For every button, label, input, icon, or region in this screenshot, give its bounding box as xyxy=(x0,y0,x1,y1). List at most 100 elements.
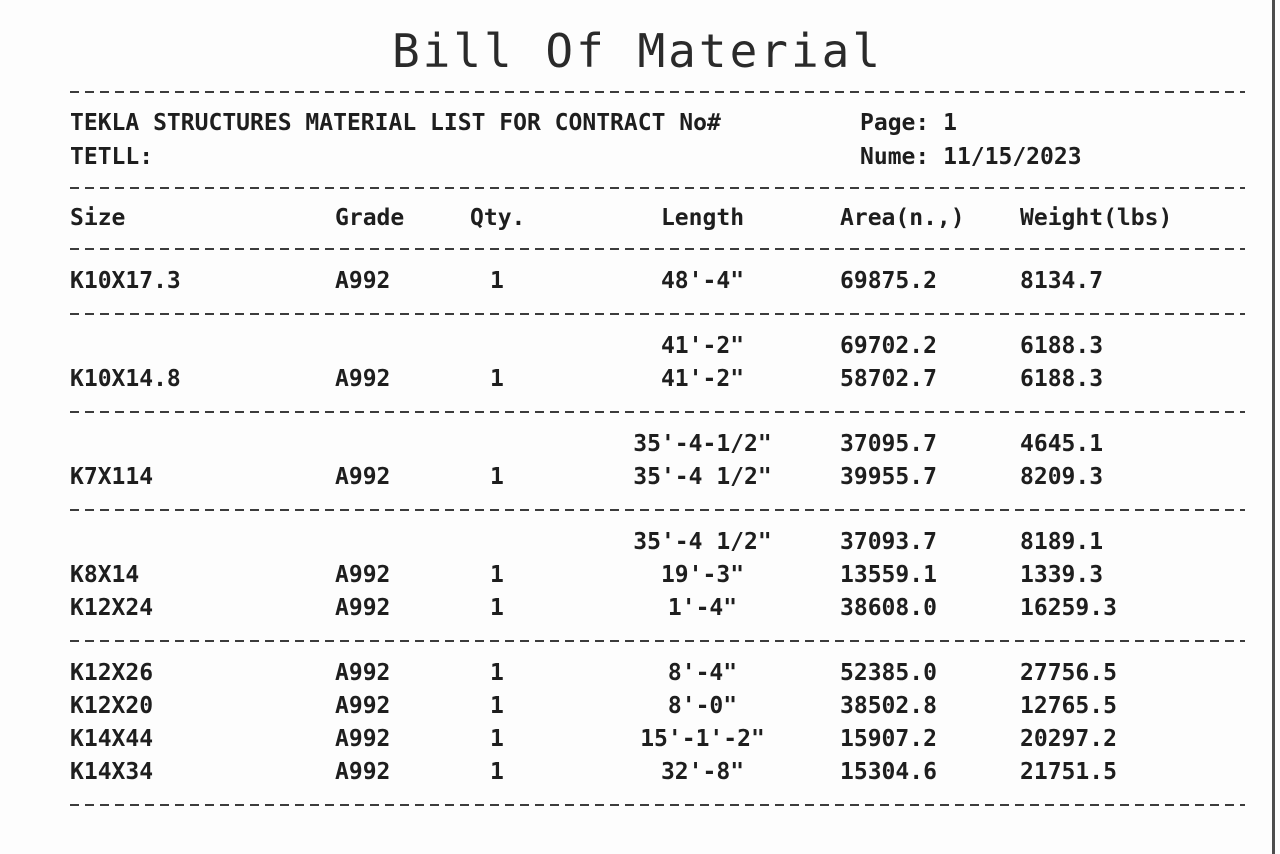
cell-area: 37095.7 xyxy=(840,431,937,457)
date-label: Nume: xyxy=(860,144,944,170)
cell-grade: A992 xyxy=(335,759,391,785)
table-section: 35'-4-1/2" 37095.7 4645.1 K7X114 A992 1 35'-4 … xyxy=(70,426,1245,496)
cell-size xyxy=(70,526,335,559)
cell-weight: 12765.5 xyxy=(1020,693,1117,719)
cell-area: 69702.2 xyxy=(840,333,937,359)
cell-size: K14X34 xyxy=(70,759,154,785)
section-divider xyxy=(70,509,1245,511)
section-divider xyxy=(70,640,1245,642)
table-row: K10X17.3 A992 1 48'-4" 69875.2 8134.7 xyxy=(70,265,1245,298)
cell-length: 35'-4 1/2" xyxy=(633,529,772,555)
cell-grade: A992 xyxy=(335,595,391,621)
cell-size: K8X14 xyxy=(70,562,140,588)
cell-qty: 1 xyxy=(490,268,504,294)
cell-area: 15907.2 xyxy=(840,726,937,752)
cell-size xyxy=(70,428,335,461)
cell-length: 48'-4" xyxy=(660,268,745,294)
table-row: K12X26 A992 1 8'-4" 52385.0 27756.5 xyxy=(70,657,1245,690)
cell-length: 41'-2" xyxy=(660,333,745,359)
section-divider xyxy=(70,91,1245,93)
table-header-row: Size Grade Qty. Length Area(n.,) Weight(… xyxy=(70,202,1245,235)
report-header: TEKLA STRUCTURES MATERIAL LIST FOR CONTR… xyxy=(70,106,1245,174)
cell-size: K10X14.8 xyxy=(70,366,181,392)
table-row: K14X44 A992 1 15'-1'-2" 15907.2 20297.2 xyxy=(70,723,1245,756)
cell-qty: 1 xyxy=(490,366,504,392)
column-header-length: Length xyxy=(660,205,745,231)
cell-weight: 1339.3 xyxy=(1020,562,1104,588)
section-divider xyxy=(70,187,1245,189)
cell-area: 38502.8 xyxy=(840,693,937,719)
cell-size: K7X114 xyxy=(70,464,154,490)
section-divider xyxy=(70,804,1245,806)
table-row: K8X14 A992 1 19'-3" 13559.1 1339.3 xyxy=(70,559,1245,592)
cell-length: 32'-8" xyxy=(660,759,745,785)
cell-length: 35'-4 1/2" xyxy=(633,464,772,490)
cell-size: K14X44 xyxy=(70,726,154,752)
cell-size: K10X17.3 xyxy=(70,268,181,294)
report-header-meta: Page: 1 Nume: 11/15/2023 xyxy=(860,106,1082,174)
cell-area: 52385.0 xyxy=(840,660,937,686)
cell-weight: 16259.3 xyxy=(1020,595,1117,621)
cell-area: 13559.1 xyxy=(840,562,937,588)
cell-grade: A992 xyxy=(335,562,391,588)
cell-size xyxy=(70,330,335,363)
column-header-qty: Qty. xyxy=(470,205,526,231)
cell-area: 69875.2 xyxy=(840,268,937,294)
report-header-line1: TEKLA STRUCTURES MATERIAL LIST FOR CONTR… xyxy=(70,110,721,136)
cell-weight: 8209.3 xyxy=(1020,464,1104,490)
table-section: 41'-2" 69702.2 6188.3 K10X14.8 A992 1 41'-2" 58… xyxy=(70,328,1245,398)
cell-area: 38608.0 xyxy=(840,595,937,621)
table-body: K10X17.3 A992 1 48'-4" 69875.2 8134.7 41'-2" 69… xyxy=(70,263,1245,806)
cell-qty: 1 xyxy=(490,759,504,785)
cell-qty: 1 xyxy=(490,726,504,752)
cell-size: K12X24 xyxy=(70,595,154,621)
cell-length: 8'-4" xyxy=(667,660,738,686)
cell-length: 15'-1'-2" xyxy=(640,726,765,752)
cell-qty: 1 xyxy=(490,693,504,719)
cell-grade xyxy=(335,330,470,363)
cell-area: 39955.7 xyxy=(840,464,937,490)
cell-qty: 1 xyxy=(490,562,504,588)
table-row: K12X24 A992 1 1'-4" 38608.0 16259.3 xyxy=(70,592,1245,625)
section-divider xyxy=(70,411,1245,413)
column-header-area: Area(n.,) xyxy=(840,205,965,231)
cell-size: K12X26 xyxy=(70,660,154,686)
table-row: K10X14.8 A992 1 41'-2" 58702.7 6188.3 xyxy=(70,363,1245,396)
cell-length: 35'-4-1/2" xyxy=(633,431,772,457)
section-divider xyxy=(70,313,1245,315)
date-line: Nume: 11/15/2023 xyxy=(860,140,1082,174)
cell-qty xyxy=(470,330,565,363)
cell-grade xyxy=(335,526,470,559)
cell-weight: 4645.1 xyxy=(1020,431,1104,457)
table-row: K12X20 A992 1 8'-0" 38502.8 12765.5 xyxy=(70,690,1245,723)
cell-weight: 21751.5 xyxy=(1020,759,1117,785)
table-row: 35'-4-1/2" 37095.7 4645.1 xyxy=(70,428,1245,461)
cell-weight: 20297.2 xyxy=(1020,726,1117,752)
page-number-value: 1 xyxy=(943,110,957,136)
cell-size: K12X20 xyxy=(70,693,154,719)
cell-grade: A992 xyxy=(335,268,391,294)
cell-qty: 1 xyxy=(490,464,504,490)
cell-length: 1'-4" xyxy=(667,595,738,621)
date-value: 11/15/2023 xyxy=(943,144,1082,170)
section-divider xyxy=(70,248,1245,250)
page-title: Bill Of Material xyxy=(391,24,884,78)
page-right-border-line xyxy=(1272,0,1275,854)
cell-length: 8'-0" xyxy=(667,693,738,719)
cell-grade: A992 xyxy=(335,464,391,490)
cell-weight: 6188.3 xyxy=(1020,333,1104,359)
cell-area: 37093.7 xyxy=(840,529,937,555)
table-row: K14X34 A992 1 32'-8" 15304.6 21751.5 xyxy=(70,756,1245,789)
table-section: K12X26 A992 1 8'-4" 52385.0 27756.5 K12X20 A992… xyxy=(70,655,1245,791)
cell-length: 19'-3" xyxy=(660,562,745,588)
column-header-grade: Grade xyxy=(335,205,405,231)
table-row: 35'-4 1/2" 37093.7 8189.1 xyxy=(70,526,1245,559)
report-header-line2: TETLL: xyxy=(70,144,154,170)
cell-qty xyxy=(470,428,565,461)
cell-grade: A992 xyxy=(335,726,391,752)
table-row: 41'-2" 69702.2 6188.3 xyxy=(70,330,1245,363)
cell-area: 58702.7 xyxy=(840,366,937,392)
cell-grade: A992 xyxy=(335,366,391,392)
cell-grade: A992 xyxy=(335,660,391,686)
